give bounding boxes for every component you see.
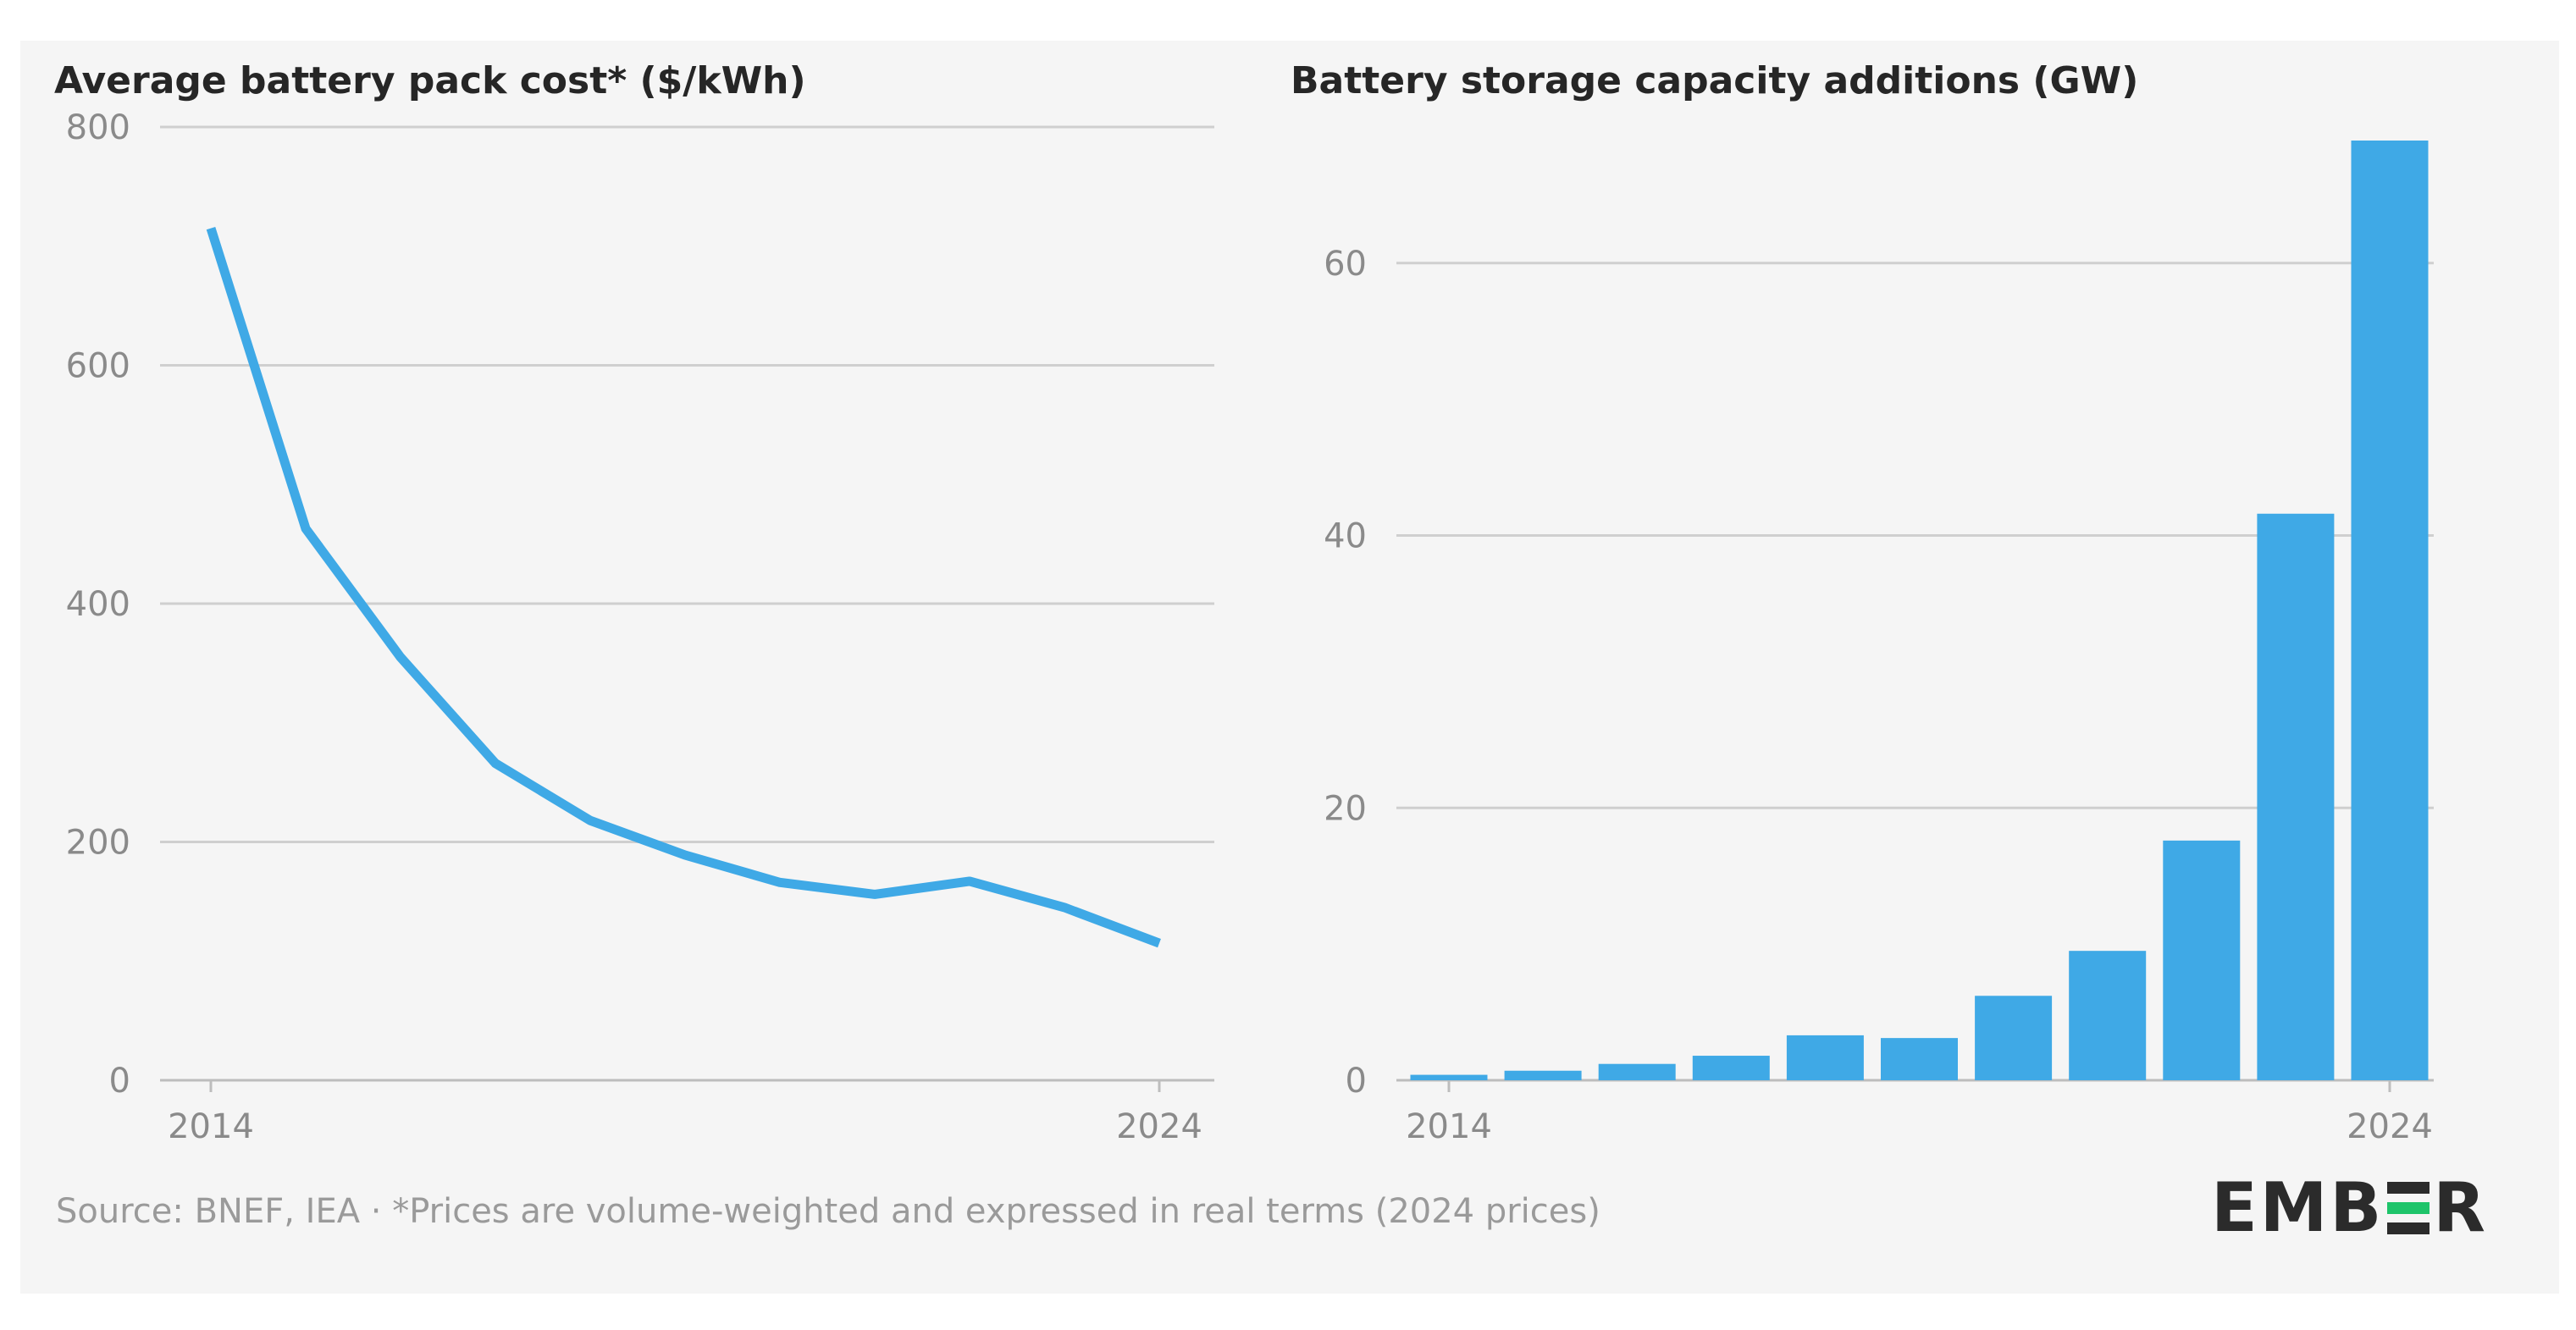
line-chart-title: Average battery pack cost* ($/kWh) [54, 59, 806, 102]
bar-chart-x-tick-label: 2014 [1406, 1107, 1492, 1146]
line-chart: 0 200 400 600 800 2014 2024 [66, 108, 1214, 1146]
line-chart-y-tick-label: 400 [66, 585, 130, 624]
bar-chart-y-tick-label: 0 [1346, 1062, 1367, 1101]
battery-cost-line [206, 226, 1161, 948]
storage-addition-bar [2069, 951, 2147, 1080]
storage-addition-bar [2351, 141, 2429, 1080]
chart-canvas: Average battery pack cost* ($/kWh) Batte… [20, 41, 2559, 1294]
bar-chart-y-tick-label: 60 [1324, 245, 1367, 284]
storage-addition-bar [1975, 996, 2053, 1080]
storage-addition-bar [1786, 1035, 1864, 1080]
ember-logo: EMB R [2211, 1168, 2488, 1247]
storage-addition-bar [1598, 1063, 1676, 1080]
storage-addition-bar [1881, 1038, 1958, 1080]
storage-addition-bar [2163, 840, 2241, 1080]
storage-addition-bar [1692, 1056, 1770, 1080]
line-chart-x-tick-label: 2024 [1116, 1107, 1202, 1146]
bar-chart: 0 20 40 60 2014 2024 [1324, 141, 2434, 1146]
bar-chart-y-tick-label: 40 [1324, 517, 1367, 556]
logo-e-bars [2387, 1182, 2430, 1234]
bar-chart-x-tick-label: 2024 [2347, 1107, 2433, 1146]
charts-svg: 0 200 400 600 800 2014 2024 0 20 40 60 2014 2024 [66, 108, 2434, 1146]
line-chart-x-tick-label: 2014 [168, 1107, 254, 1146]
line-chart-y-tick-label: 600 [66, 347, 130, 386]
storage-addition-bar [1504, 1070, 1582, 1080]
line-chart-y-tick-label: 200 [66, 824, 130, 863]
storage-addition-bar [1410, 1074, 1488, 1080]
bar-chart-y-tick-label: 20 [1324, 789, 1367, 828]
storage-addition-bar [2257, 513, 2335, 1080]
line-chart-y-tick-label: 0 [109, 1062, 130, 1101]
line-chart-y-tick-label: 800 [66, 108, 130, 147]
source-note: Source: BNEF, IEA · *Prices are volume-w… [56, 1192, 1600, 1231]
bar-chart-title: Battery storage capacity additions (GW) [1291, 59, 2139, 102]
